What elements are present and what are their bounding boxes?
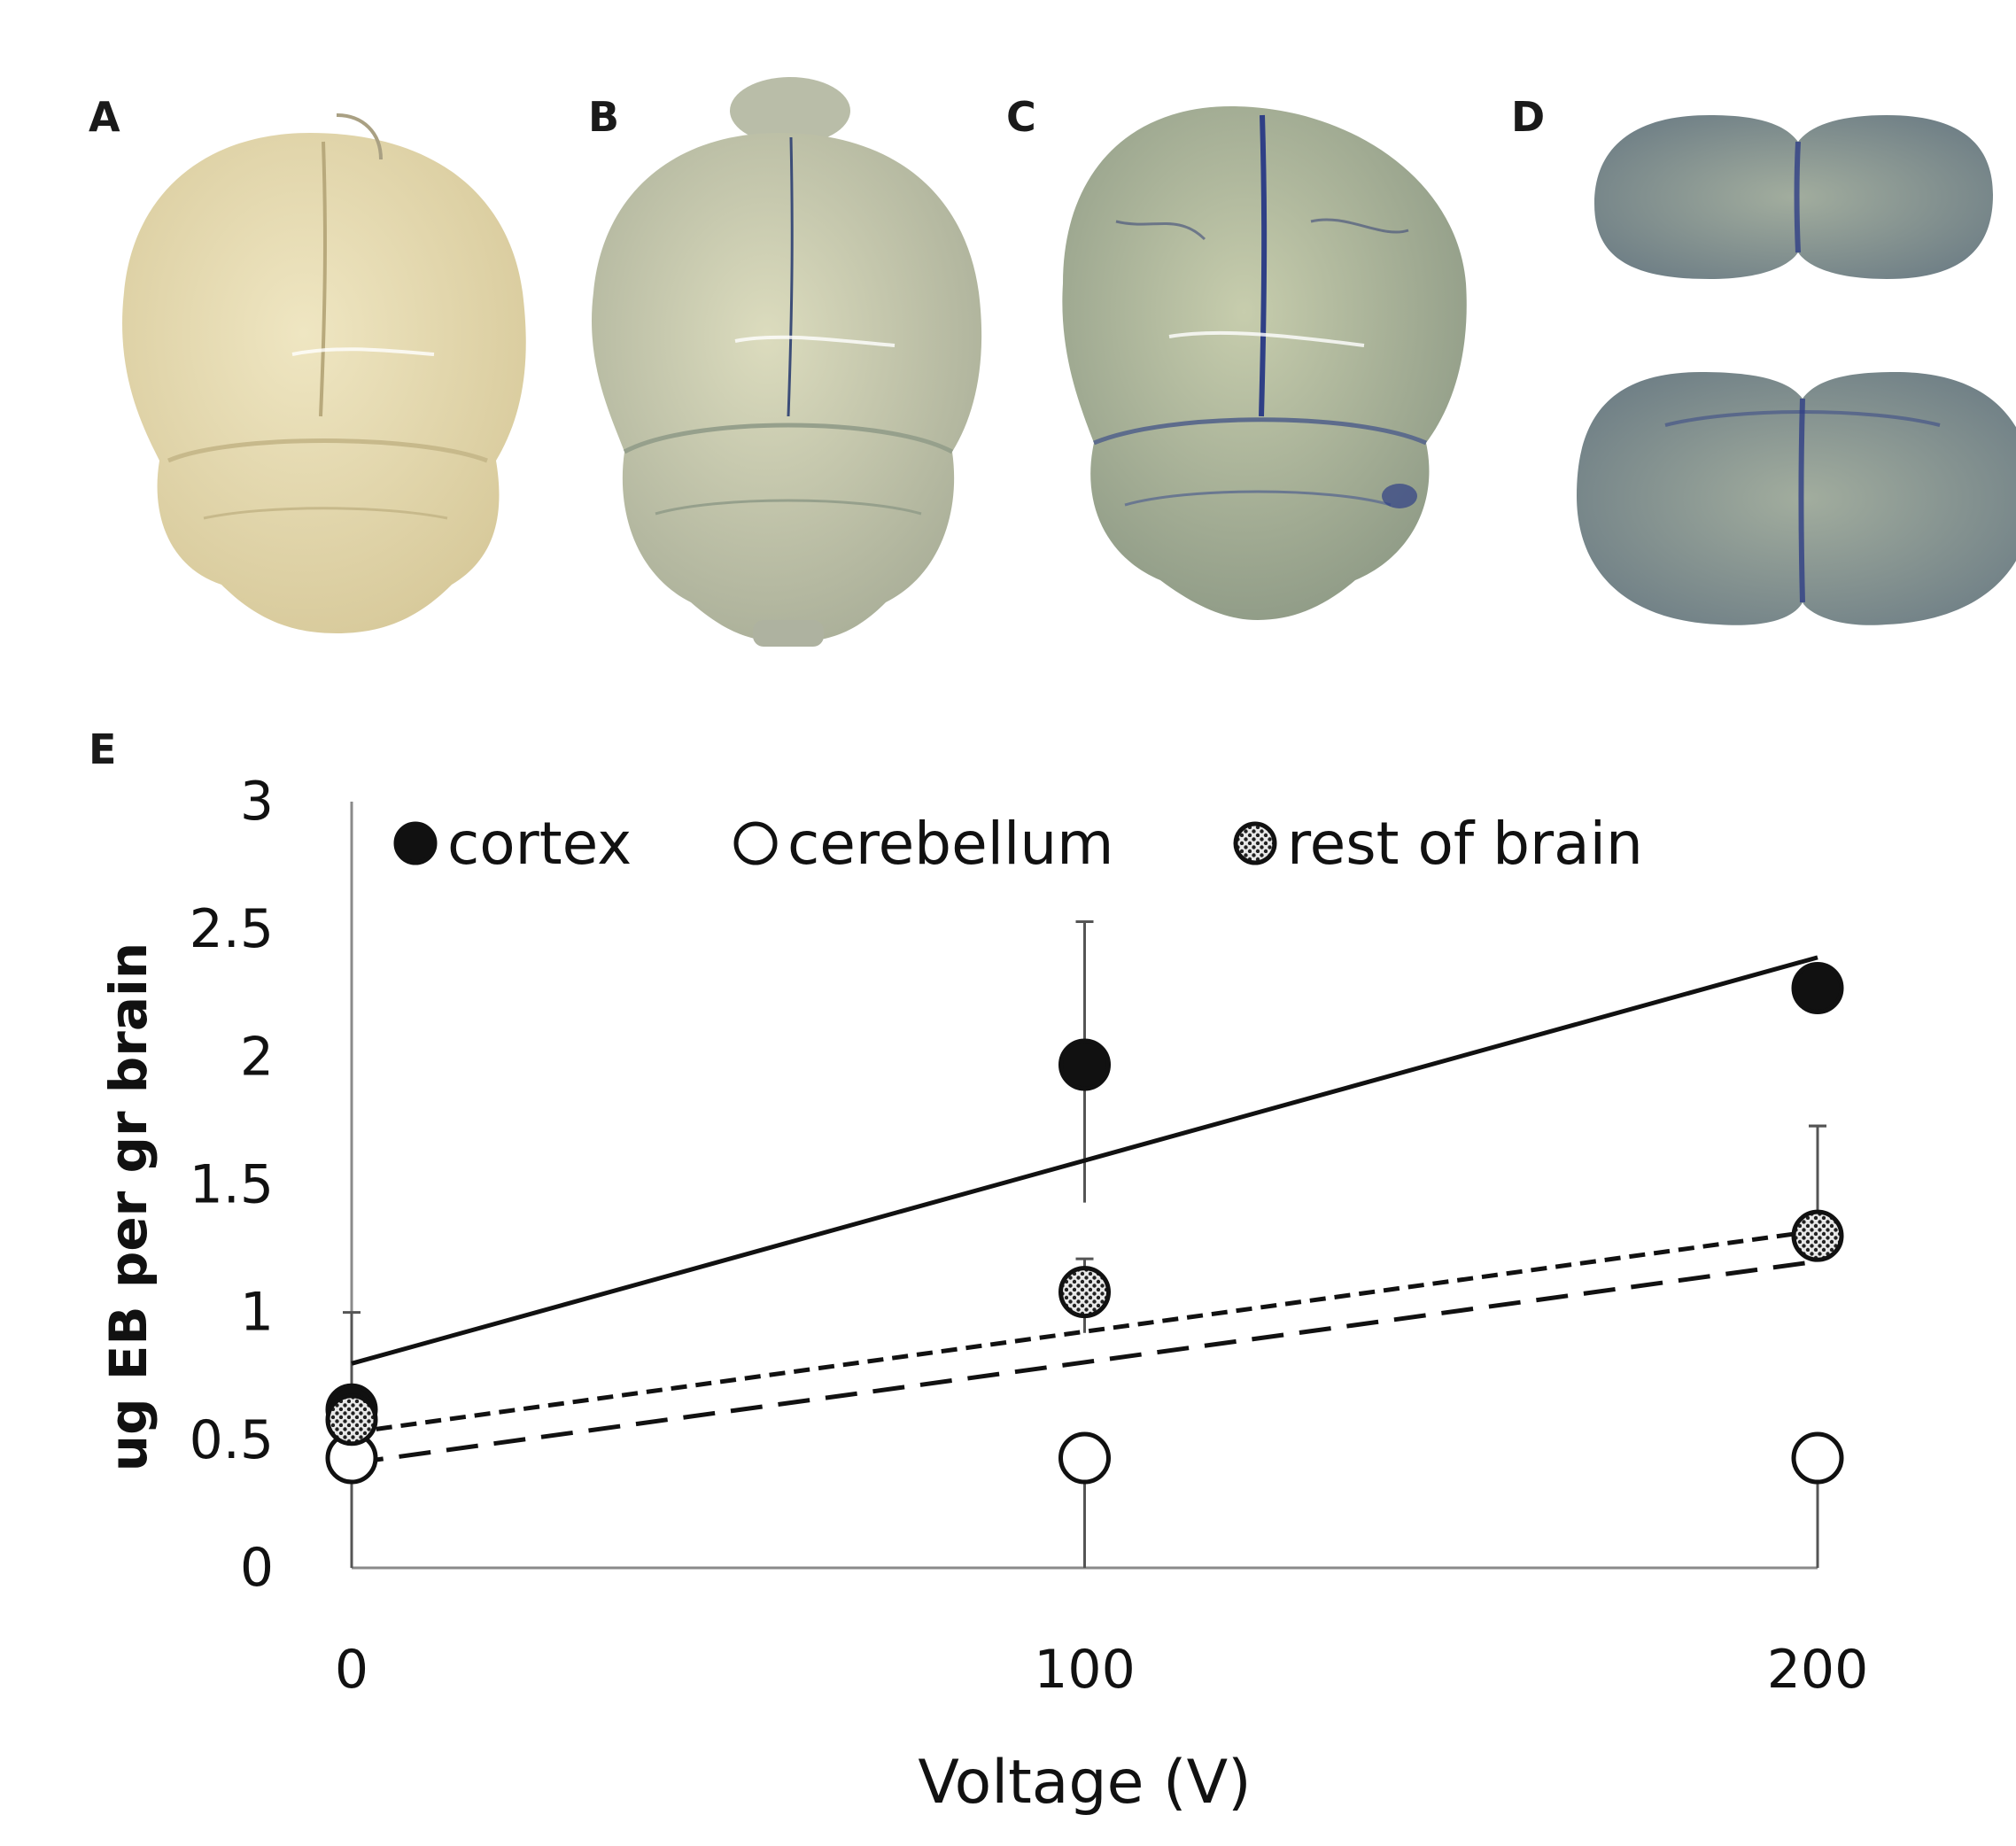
y-tick-label-5: 2.5: [190, 898, 274, 960]
panel-letter-e: E: [89, 725, 116, 773]
panel-letter-c: C: [1006, 93, 1036, 141]
y-tick-label-3: 1.5: [190, 1154, 274, 1216]
point-2-2: [1791, 1209, 1844, 1262]
y-axis-label: ug EB per gr brain: [98, 942, 159, 1471]
x-axis-label: Voltage (V): [918, 1748, 1251, 1818]
legend-marker-1: [733, 821, 778, 865]
legend: cortex cerebellum rest of brain: [393, 810, 1643, 878]
x-tick-label-1: 100: [1034, 1639, 1136, 1701]
data-points: [325, 961, 1844, 1485]
x-tick-label-2: 200: [1767, 1639, 1869, 1701]
brain-photo-a: [122, 113, 526, 633]
legend-label-0: cortex: [447, 810, 632, 878]
x-tick-label-0: 0: [335, 1639, 368, 1701]
y-tick-labels: 0 0.5 1 1.5 2 2.5 3: [190, 771, 274, 1599]
trend-line-1: [351, 1259, 1818, 1466]
panel-letter-b: B: [588, 93, 619, 141]
trend-lines: [351, 955, 1818, 1466]
legend-marker-2: [1233, 821, 1277, 865]
panel-letter-d: D: [1511, 93, 1545, 141]
chart-panel-e: 0 0.5 1 1.5 2 2.5 3 0 100 200 cortex cerebellum re…: [98, 771, 1868, 1818]
y-tick-label-2: 1: [240, 1282, 274, 1344]
point-2-0: [325, 1393, 378, 1447]
legend-marker-0: [393, 821, 438, 865]
brain-photo-c: [1062, 106, 1467, 620]
point-1-1: [1058, 1431, 1111, 1485]
legend-label-2: rest of brain: [1287, 810, 1643, 878]
point-1-2: [1791, 1431, 1844, 1485]
legend-label-1: cerebellum: [787, 810, 1113, 878]
trend-line-0: [351, 955, 1818, 1366]
y-tick-label-1: 0.5: [190, 1409, 274, 1471]
point-0-1: [1058, 1038, 1111, 1091]
panel-letter-a: A: [89, 93, 120, 141]
brain-photo-b: [592, 77, 982, 647]
x-tick-labels: 0 100 200: [335, 1639, 1868, 1701]
point-0-2: [1791, 961, 1844, 1014]
y-tick-label-0: 0: [240, 1537, 274, 1599]
point-2-1: [1058, 1266, 1111, 1319]
y-tick-label-6: 3: [240, 771, 274, 833]
brain-slice-photos-d: [1577, 115, 2016, 625]
y-tick-label-4: 2: [240, 1026, 274, 1088]
